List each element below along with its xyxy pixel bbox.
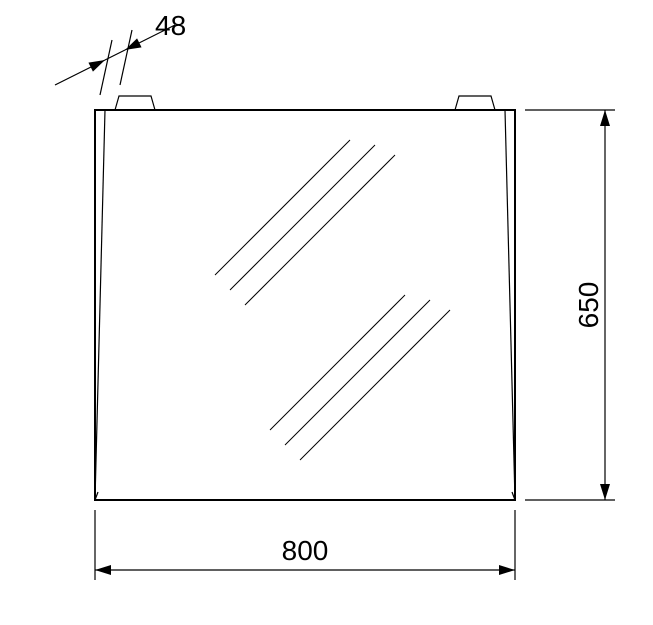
dimension-width: 800	[95, 510, 515, 580]
technical-drawing: 800 650 48	[0, 0, 653, 625]
dimension-height: 650	[525, 110, 615, 500]
dimension-depth-label: 48	[155, 10, 186, 41]
mirror-body	[95, 96, 515, 500]
glass-hatch	[215, 140, 450, 460]
dimension-depth: 48	[55, 10, 186, 95]
dimension-width-label: 800	[282, 535, 329, 566]
dimension-height-label: 650	[573, 282, 604, 329]
